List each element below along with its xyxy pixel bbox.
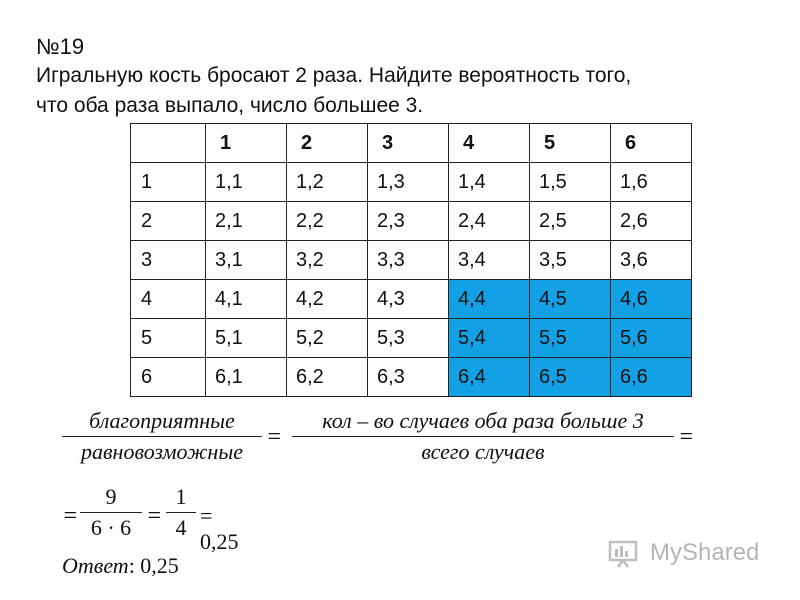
fraction-bar — [80, 512, 142, 513]
outcome-cell: 3,1 — [205, 240, 287, 280]
favorable-outcome-cell: 4,5 — [529, 279, 611, 319]
fraction-denominator: всего случаев — [421, 439, 545, 464]
outcome-cell: 3,6 — [610, 240, 692, 280]
outcome-cell: 3,2 — [286, 240, 368, 280]
outcome-cell: 2,5 — [529, 201, 611, 241]
favorable-outcome-cell: 5,5 — [529, 318, 611, 358]
favorable-outcome-cell: 6,6 — [610, 357, 692, 397]
fraction-favorable-over-possible: благоприятные равновозможные — [62, 408, 262, 465]
favorable-outcome-cell: 4,4 — [448, 279, 530, 319]
outcome-cell: 4,3 — [367, 279, 449, 319]
favorable-outcome-cell: 4,6 — [610, 279, 692, 319]
outcome-cell: 3,3 — [367, 240, 449, 280]
fraction-numerator: кол – во случаев оба раза больше 3 — [322, 408, 644, 433]
row-header: 1 — [130, 162, 206, 202]
fraction-denominator: 6 · 6 — [90, 515, 132, 540]
equals-sign: = — [266, 424, 283, 450]
myshared-logo-icon — [608, 540, 638, 568]
fraction-nine-over-six-six: 9 6 · 6 — [80, 484, 142, 541]
outcomes-table: 1 2 3 4 5 6 1 1,1 1,2 1,3 1,4 1,5 1,6 2 2,1 2,2 2,… — [130, 123, 692, 397]
outcome-cell: 2,2 — [286, 201, 368, 241]
favorable-outcome-cell: 5,6 — [610, 318, 692, 358]
column-header: 2 — [286, 123, 368, 163]
fraction-bar — [62, 436, 262, 437]
outcome-cell: 2,1 — [205, 201, 287, 241]
outcome-cell: 6,2 — [286, 357, 368, 397]
problem-text-line-1: Игральную кость бросают 2 раза. Найдите … — [36, 64, 632, 87]
outcome-cell: 1,2 — [286, 162, 368, 202]
favorable-outcome-cell: 5,4 — [448, 318, 530, 358]
outcome-cell: 1,3 — [367, 162, 449, 202]
equals-sign: = — [146, 503, 163, 529]
outcome-cell: 4,1 — [205, 279, 287, 319]
watermark-text: MyShared — [650, 539, 760, 566]
row-header: 6 — [130, 357, 206, 397]
fraction-denominator: 4 — [175, 515, 187, 540]
table-row: 2 2,1 2,2 2,3 2,4 2,5 2,6 — [130, 201, 692, 241]
column-header: 1 — [205, 123, 287, 163]
problem-number: №19 — [36, 34, 85, 59]
table-row: 1 1,1 1,2 1,3 1,4 1,5 1,6 — [130, 162, 692, 202]
favorable-outcome-cell: 6,5 — [529, 357, 611, 397]
row-header: 5 — [130, 318, 206, 358]
column-header: 6 — [610, 123, 692, 163]
table-row: 6 6,1 6,2 6,3 6,4 6,5 6,6 — [130, 357, 692, 397]
answer-value: : 0,25 — [128, 553, 179, 578]
row-header: 3 — [130, 240, 206, 280]
outcome-cell: 5,3 — [367, 318, 449, 358]
outcome-cell: 1,1 — [205, 162, 287, 202]
fraction-numerator: 1 — [175, 484, 187, 509]
problem-text-line-2: что оба раза выпало, число большее 3. — [36, 94, 424, 117]
outcome-cell: 2,4 — [448, 201, 530, 241]
column-header: 4 — [448, 123, 530, 163]
outcome-cell: 1,5 — [529, 162, 611, 202]
outcome-cell: 6,1 — [205, 357, 287, 397]
outcome-cell: 1,4 — [448, 162, 530, 202]
table-header-row: 1 2 3 4 5 6 — [130, 123, 692, 163]
outcome-cell: 2,3 — [367, 201, 449, 241]
table-row: 3 3,1 3,2 3,3 3,4 3,5 3,6 — [130, 240, 692, 280]
fraction-one-quarter: 1 4 — [166, 484, 196, 541]
outcome-cell: 3,5 — [529, 240, 611, 280]
outcome-cell: 5,2 — [286, 318, 368, 358]
answer-line: Ответ: 0,25 — [62, 553, 179, 579]
result-value: = 0,25 — [200, 503, 239, 554]
fraction-bar — [166, 512, 196, 513]
column-header: 5 — [529, 123, 611, 163]
fraction-denominator: равновозможные — [80, 439, 243, 464]
column-header: 3 — [367, 123, 449, 163]
outcome-cell: 4,2 — [286, 279, 368, 319]
table-row: 5 5,1 5,2 5,3 5,4 5,5 5,6 — [130, 318, 692, 358]
fraction-numerator: благоприятные — [89, 408, 235, 433]
fraction-cases-over-total: кол – во случаев оба раза больше 3 всего… — [292, 408, 674, 465]
outcome-cell: 1,6 — [610, 162, 692, 202]
outcome-cell: 2,6 — [610, 201, 692, 241]
outcome-cell: 5,1 — [205, 318, 287, 358]
row-header: 2 — [130, 201, 206, 241]
fraction-bar — [292, 436, 674, 437]
watermark: MyShared — [608, 536, 759, 570]
equals-sign: = — [62, 503, 79, 529]
equals-sign: = — [678, 424, 695, 450]
table-corner-cell — [130, 123, 206, 163]
outcome-cell: 6,3 — [367, 357, 449, 397]
favorable-outcome-cell: 6,4 — [448, 357, 530, 397]
table-row: 4 4,1 4,2 4,3 4,4 4,5 4,6 — [130, 279, 692, 319]
answer-label: Ответ — [62, 553, 129, 578]
outcome-cell: 3,4 — [448, 240, 530, 280]
row-header: 4 — [130, 279, 206, 319]
fraction-numerator: 9 — [105, 484, 117, 509]
